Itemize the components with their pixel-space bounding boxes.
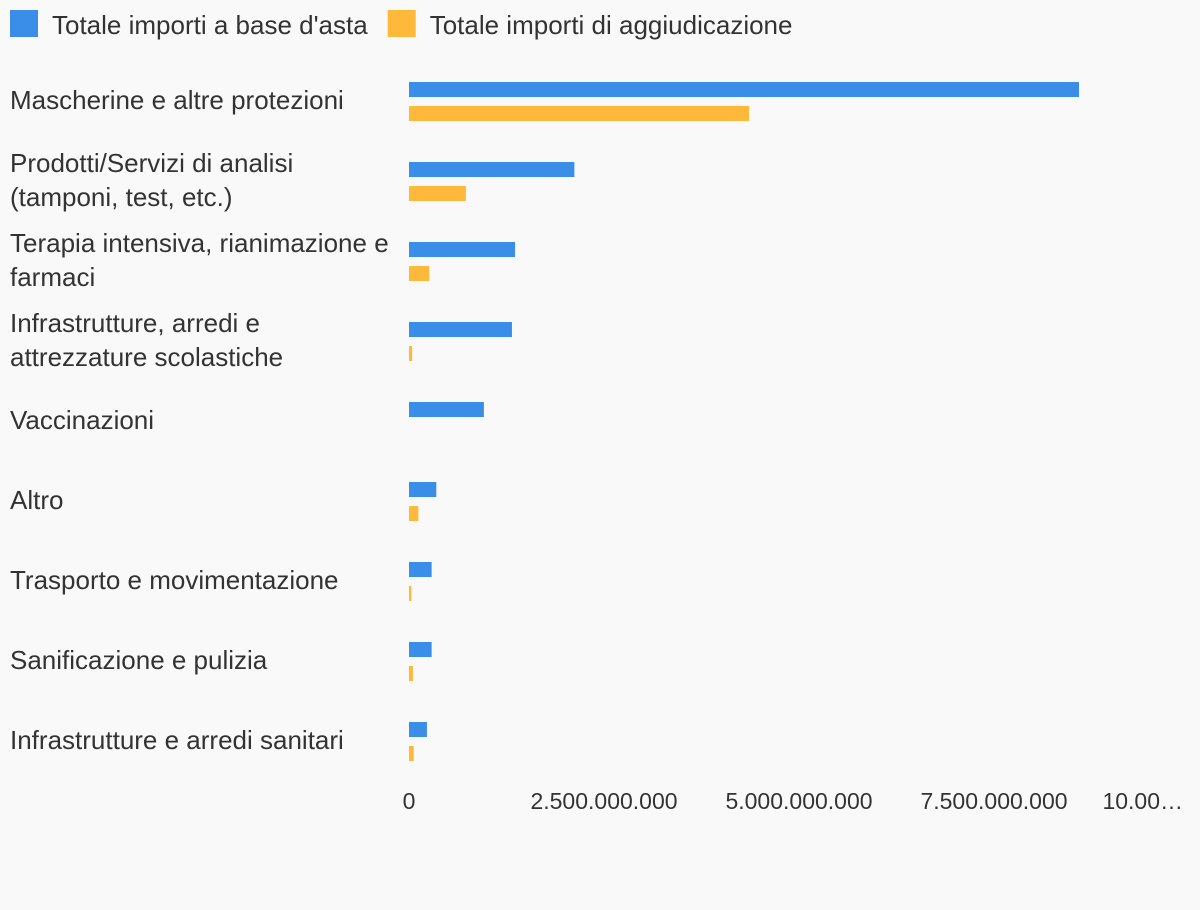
- category-label: Infrastrutture e arredi sanitari: [10, 725, 344, 755]
- category-label: Terapia intensiva, rianimazione e farmaci: [10, 228, 389, 292]
- x-tick-label: 7.500.000.000: [920, 788, 1067, 814]
- bar: [409, 642, 432, 657]
- x-tick-label: 5.000.000.000: [725, 788, 872, 814]
- bar: [409, 586, 412, 601]
- bar: [409, 722, 427, 737]
- bar: [409, 666, 413, 681]
- bar: [409, 346, 413, 361]
- x-tick-label: 10.00…: [1102, 788, 1183, 814]
- category-label: Infrastrutture, arredi e attrezzature sco…: [10, 308, 283, 372]
- bar: [409, 106, 750, 121]
- bar: [409, 242, 516, 257]
- legend-swatch: [10, 10, 38, 37]
- legend-label: Totale importi a base d'asta: [52, 10, 368, 40]
- category-label: Sanificazione e pulizia: [10, 645, 268, 675]
- x-tick-label: 0: [403, 788, 416, 814]
- legend-swatch: [387, 10, 416, 37]
- category-label: Mascherine e altre protezioni: [10, 85, 344, 115]
- category-label: Trasporto e movimentazione: [10, 565, 339, 595]
- category-label: Prodotti/Servizi di analisi (tamponi, tes…: [10, 148, 293, 212]
- bar: [409, 186, 466, 201]
- bar: [409, 746, 414, 761]
- category-label: Vaccinazioni: [10, 405, 154, 435]
- bar: [409, 562, 432, 577]
- bar: [409, 402, 484, 417]
- bar: [409, 82, 1080, 97]
- bar: [409, 506, 419, 521]
- category-label: Altro: [10, 485, 63, 515]
- bar: [409, 266, 430, 281]
- legend-label: Totale importi di aggiudicazione: [430, 10, 793, 40]
- bar: [409, 322, 512, 337]
- x-tick-label: 2.500.000.000: [530, 788, 677, 814]
- bar: [409, 482, 437, 497]
- bar: [409, 162, 575, 177]
